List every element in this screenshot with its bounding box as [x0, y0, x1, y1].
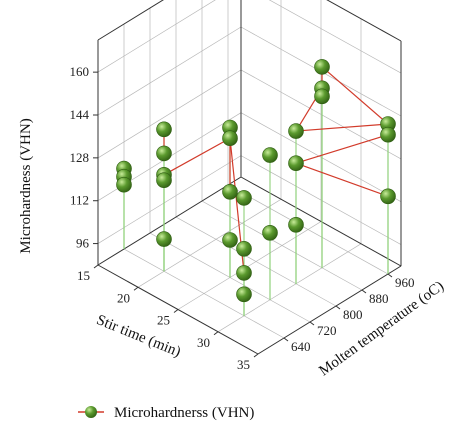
data-point-18: [288, 217, 304, 233]
y-tick-mark-880: [361, 289, 367, 294]
y-tick-mark-800: [335, 305, 341, 310]
data-point-8: [222, 232, 238, 248]
x-tick-mark-15: [93, 264, 99, 269]
data-point-24: [380, 188, 396, 205]
x-tick-mark-25: [173, 309, 179, 313]
connect-line-8: [163, 137, 231, 176]
y-tick-label-960: 960: [395, 275, 415, 290]
data-point-21: [314, 88, 330, 105]
data-point-4: [156, 172, 172, 188]
x-tick-label-25: 25: [157, 313, 170, 328]
z-tick-label-112: 112: [70, 193, 89, 208]
legend-marker: [85, 406, 97, 418]
z-axis-title: Microhardness (VHN): [18, 118, 34, 253]
data-markers: [116, 59, 396, 303]
tick-labels: 96 112 128 144 160 15 20 25 30 35 640 720 800 880 960: [70, 64, 415, 372]
data-point-16: [262, 147, 278, 163]
x-tick-mark-20: [133, 286, 139, 291]
data-point-0: [116, 176, 132, 193]
data-point-25: [380, 126, 396, 143]
data-point-9: [222, 184, 238, 200]
data-point-3: [156, 231, 172, 247]
legend-label: Microhardnerss (VHN): [114, 405, 254, 421]
y-tick-label-800: 800: [343, 307, 363, 322]
frame-edge-7: [97, 0, 164, 41]
frame-edge-3: [240, 176, 402, 267]
frame-edge-1: [97, 176, 242, 266]
grid-z-160: [97, 0, 402, 74]
connect-line-3: [295, 123, 389, 132]
drop-lines: [123, 66, 389, 316]
z-tick-label-128: 128: [70, 150, 90, 165]
x-tick-mark-35: [253, 353, 259, 358]
axis-walls: [98, 0, 401, 354]
connect-line-1: [295, 134, 389, 164]
data-point-17: [262, 225, 278, 241]
x-tick-label-35: 35: [237, 357, 250, 372]
frame-edge-2: [257, 265, 402, 355]
data-point-10: [222, 130, 238, 146]
x-tick-mark-30: [213, 331, 219, 336]
z-tick-label-96: 96: [76, 236, 90, 251]
connect-line-0: [295, 162, 389, 197]
data-point-7: [156, 121, 172, 138]
y-tick-mark-640: [283, 337, 289, 342]
data-point-15: [236, 190, 252, 206]
x-tick-label-15: 15: [77, 268, 90, 283]
connect-line-7: [321, 66, 389, 125]
x-tick-label-30: 30: [197, 335, 210, 350]
data-point-19: [288, 155, 304, 171]
y-tick-label-720: 720: [317, 323, 337, 338]
axis-frame: [97, 0, 402, 355]
y-tick-label-640: 640: [291, 339, 311, 354]
z-tick-label-160: 160: [70, 64, 90, 79]
data-point-20: [288, 123, 304, 139]
data-point-13: [236, 265, 252, 281]
data-point-23: [314, 59, 330, 75]
y-tick-label-880: 880: [369, 291, 389, 306]
z-tick-label-144: 144: [70, 107, 90, 122]
y-tick-mark-960: [387, 273, 393, 278]
y-tick-mark-720: [309, 321, 315, 326]
data-point-12: [236, 286, 252, 303]
x-tick-label-20: 20: [117, 290, 130, 305]
legend: Microhardnerss (VHN): [78, 405, 254, 421]
data-point-14: [236, 241, 252, 257]
data-point-6: [156, 145, 172, 162]
frame-edge-8: [326, 0, 402, 42]
